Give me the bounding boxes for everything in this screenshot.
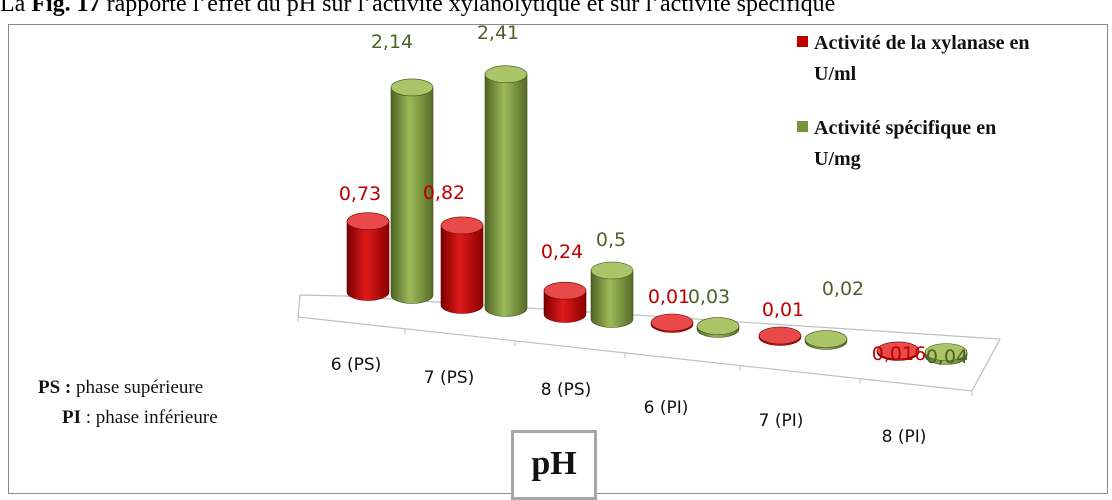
category-label-5: 8 (PI) [882,427,927,447]
category-label-1: 7 (PS) [424,368,475,388]
category-label-0: 6 (PS) [331,355,382,375]
bar-specific-0 [390,78,434,304]
category-labels: 6 (PS) 7 (PS) 8 (PS) 6 (PI) 7 (PI) 8 (PI) [331,355,927,447]
bar-specific-2 [590,261,634,328]
bar-xylanase-5 [876,341,920,361]
bar-xylanase-2 [543,281,587,323]
bar-specific-3 [696,317,740,338]
data-label-xylanase-0: 0,73 [339,183,381,205]
data-label-xylanase-5: 0,016 [872,343,926,365]
bar-specific-1 [484,65,528,317]
category-label-3: 6 (PI) [644,398,689,418]
data-label-xylanase-3: 0,01 [648,286,690,308]
note-pi-abbr: PI [62,407,81,428]
data-label-specific-2: 0,5 [596,229,626,251]
note-pi-text: : phase inférieure [81,407,218,428]
chart-canvas: 0,73 0,82 0,24 0,01 0,01 0,016 2,14 2,41 0,5 0,03… [38,22,1030,447]
bar-xylanase-4 [758,326,802,346]
legend-swatch-specific [797,121,808,132]
chart-floor [297,294,1001,392]
bar-xylanase-0 [346,212,390,301]
data-label-specific-0: 2,14 [371,31,413,53]
bar-specific-4 [804,330,848,350]
category-label-4: 7 (PI) [759,411,804,431]
intro-sentence: La Fig. 17 rapporte l’effet du pH sur l’… [0,0,1112,18]
figure-reference: Fig. 17 [31,0,101,17]
intro-prefix: La [0,0,32,17]
value-labels: 0,73 0,82 0,24 0,01 0,01 0,016 2,14 2,41 0,5 0,03… [339,22,968,368]
legend-swatch-xylanase [797,36,808,47]
legend-label-specific-line1: Activité spécifique en [814,117,996,139]
legend: Activité de la xylanase en U/ml Activité… [797,32,1030,170]
legend-label-xylanase-line1: Activité de la xylanase en [814,32,1030,54]
legend-label-specific-line2: U/mg [814,148,861,170]
note-pi: PI : phase inférieure [62,407,218,428]
category-label-2: 8 (PS) [541,380,592,400]
bar-xylanase-1 [440,216,484,314]
bar-xylanase-3 [650,313,694,333]
legend-label-xylanase-line2: U/ml [814,63,857,85]
floor-ticks [297,317,973,396]
data-label-xylanase-2: 0,24 [541,241,583,263]
note-ps-abbr: PS : [38,377,71,398]
x-axis-title: pH [511,430,597,500]
data-label-specific-1: 2,41 [477,22,519,44]
note-ps-text: phase supérieure [71,377,203,398]
intro-rest: rapporte l’effet du pH sur l’activité xy… [100,0,836,17]
bar-specific-5 [924,343,968,365]
data-label-xylanase-1: 0,82 [423,182,465,204]
note-ps: PS : phase supérieure [38,377,203,398]
data-label-xylanase-4: 0,01 [762,299,804,321]
data-label-specific-4: 0,02 [822,278,864,300]
data-label-specific-3: 0,03 [688,286,730,308]
data-label-specific-5: 0,04 [926,346,968,368]
bars-group [346,65,968,365]
